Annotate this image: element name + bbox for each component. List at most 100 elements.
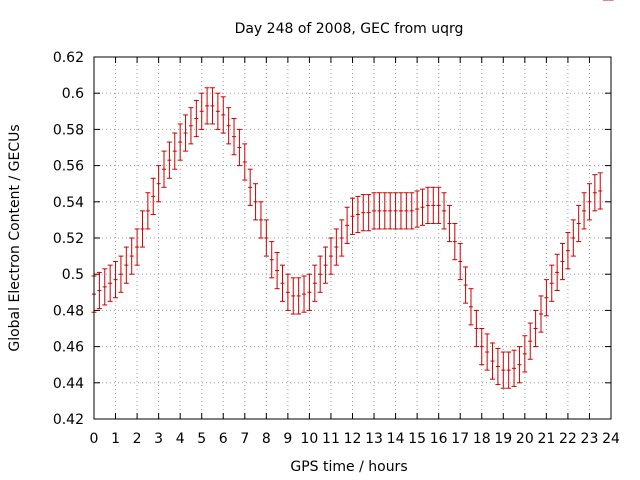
data-point: [473, 309, 479, 348]
x-tick-labels: 0 1 2 3 4 5 6 7 8 9 10 11 12 13 14 15 16 17 18 19 20 21 22 23 24: [90, 431, 620, 447]
data-point: [150, 177, 156, 215]
data-point: [290, 277, 296, 315]
data-point: [387, 192, 393, 230]
data-point: [560, 242, 566, 281]
y-tick-label: 0.48: [53, 303, 84, 319]
data-point: [398, 192, 404, 230]
x-tick-label: 11: [322, 431, 340, 447]
x-tick-label: 21: [537, 431, 555, 447]
y-tick-label: 0.52: [53, 231, 84, 247]
x-tick-label: 6: [219, 431, 228, 447]
data-point: [506, 351, 512, 389]
data-point: [479, 328, 485, 366]
data-point: [446, 204, 452, 243]
x-tick-label: 3: [154, 431, 163, 447]
data-point: [209, 87, 215, 125]
x-tick-label: 16: [430, 431, 448, 447]
data-point: [355, 195, 361, 234]
data-point: [409, 192, 415, 230]
data-point: [350, 197, 355, 235]
data-point: [500, 351, 506, 389]
data-point: [554, 253, 560, 291]
x-tick-label: 18: [473, 431, 491, 447]
data-point: [263, 219, 269, 257]
x-tick-label: 17: [451, 431, 469, 447]
data-point: [96, 271, 102, 310]
data-point: [452, 223, 458, 261]
data-point: [533, 309, 539, 348]
data-point: [317, 255, 323, 293]
x-tick-label: 10: [301, 431, 319, 447]
data-point: [468, 288, 474, 326]
data-point: [490, 342, 496, 380]
data-point: [166, 141, 172, 179]
data-point: [188, 107, 194, 145]
data-point: [161, 150, 167, 188]
x-tick-label: 22: [559, 431, 577, 447]
data-point: [425, 186, 431, 225]
y-tick-labels: 0.42 0.44 0.46 0.48 0.5 0.52 0.54 0.56 0.58 0.6 0.…: [53, 50, 84, 428]
x-tick-label: 7: [240, 431, 249, 447]
x-tick-label: 4: [176, 431, 185, 447]
data-point: [247, 168, 253, 206]
data-point: [570, 219, 576, 257]
data-point: [204, 87, 210, 125]
x-tick-label: 15: [408, 431, 426, 447]
data-point: [145, 192, 151, 230]
y-tick-label: 0.5: [62, 267, 84, 283]
data-point: [193, 99, 199, 138]
x-axis-label: GPS time / hours: [290, 459, 407, 475]
y-tick-label: 0.42: [53, 412, 84, 428]
y-tick-label: 0.46: [53, 340, 84, 356]
data-point: [441, 192, 447, 230]
data-point: [586, 183, 592, 221]
data-point: [301, 275, 307, 313]
data-point: [102, 268, 108, 306]
data-point: [107, 264, 113, 302]
y-axis-label: Global Electron Content / GECUs: [7, 124, 23, 351]
data-point: [215, 92, 221, 130]
plot-frame: [93, 56, 612, 420]
x-tick-label: 0: [90, 431, 99, 447]
data-point: [296, 277, 302, 315]
data-point: [371, 192, 377, 230]
data-point: [285, 273, 291, 311]
data-point: [543, 279, 549, 317]
data-point: [323, 246, 329, 284]
data-point: [118, 255, 124, 293]
data-point: [597, 172, 603, 210]
data-point: [522, 335, 528, 373]
x-tick-label: 13: [365, 431, 383, 447]
data-point: [484, 333, 490, 371]
x-tick-label: 1: [111, 431, 120, 447]
data-point: [226, 107, 232, 145]
data-point: [177, 123, 183, 161]
series-gec: [91, 0, 614, 389]
x-tick-label: 19: [494, 431, 512, 447]
x-tick-label: 8: [262, 431, 271, 447]
data-point: [339, 219, 345, 257]
data-point: [376, 192, 382, 230]
y-tick-label: 0.44: [53, 376, 84, 392]
data-point: [172, 132, 178, 170]
data-point: [236, 128, 242, 167]
data-point: [274, 251, 280, 290]
data-point: [333, 228, 339, 266]
data-point: [403, 192, 409, 230]
data-point: [516, 346, 522, 384]
data-point: [366, 194, 372, 232]
data-point: [511, 349, 517, 387]
data-point: [242, 143, 248, 181]
data-point: [463, 266, 469, 304]
data-point: [393, 192, 399, 230]
x-tick-label: 9: [283, 431, 292, 447]
data-point: [220, 96, 226, 134]
data-point: [231, 118, 237, 156]
data-point: [495, 347, 501, 386]
data-point: [328, 237, 334, 275]
data-point: [312, 264, 318, 302]
data-point: [113, 261, 119, 299]
data-point: [258, 201, 264, 239]
